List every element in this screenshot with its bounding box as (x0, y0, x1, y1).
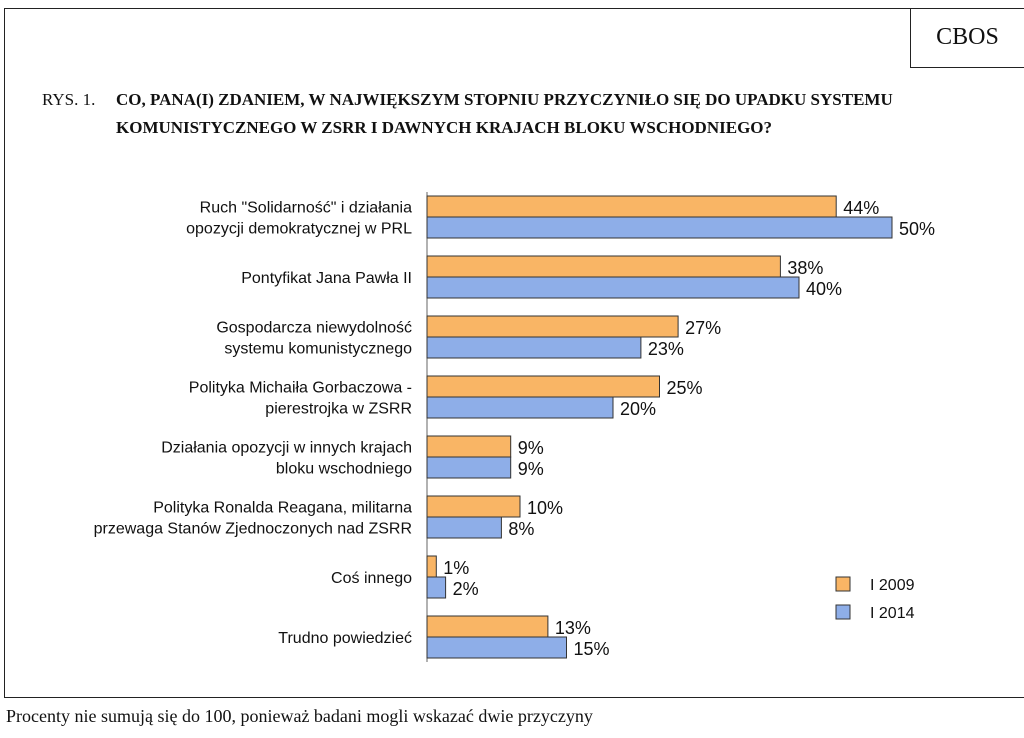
category-label: Pontyfikat Jana Pawła II (241, 270, 412, 287)
chart-frame (4, 8, 1024, 698)
data-label: 27% (685, 318, 721, 338)
category-label: Coś innego (331, 570, 412, 587)
data-label: 23% (648, 339, 684, 359)
bar (426, 636, 567, 659)
data-label: 1% (443, 558, 469, 578)
bar (426, 435, 512, 458)
data-label: 2% (453, 579, 479, 599)
figure-prefix: RYS. 1. (42, 90, 96, 109)
category-label: Polityka Michaiła Gorbaczowa - (189, 380, 412, 397)
bar (426, 216, 893, 239)
category-label: opozycji demokratycznej w PRL (186, 221, 412, 238)
data-label: 20% (620, 399, 656, 419)
bar (426, 516, 502, 539)
bar (426, 576, 447, 599)
data-label: 38% (787, 258, 823, 278)
category-label: systemu komunistycznego (224, 341, 412, 358)
data-label: 13% (555, 618, 591, 638)
bar (426, 615, 549, 638)
bar (426, 375, 660, 398)
bar (426, 276, 800, 299)
category-label: przewaga Stanów Zjednoczonych nad ZSRR (94, 521, 412, 538)
data-label: 40% (806, 279, 842, 299)
category-label: Działania opozycji w innych krajach (161, 440, 412, 457)
source-label: CBOS (910, 8, 1024, 68)
data-label: 44% (843, 198, 879, 218)
data-label: 25% (667, 378, 703, 398)
category-label: Gospodarcza niewydolność (216, 320, 412, 337)
legend-swatch (835, 604, 851, 620)
data-label: 8% (508, 519, 534, 539)
bar (426, 495, 521, 518)
data-label: 9% (518, 438, 544, 458)
legend-label: I 2014 (870, 605, 915, 622)
data-label: 50% (899, 219, 935, 239)
legend-label: I 2009 (870, 577, 915, 594)
category-label: Trudno powiedzieć (278, 630, 412, 647)
bar (426, 336, 642, 359)
legend-swatch (835, 576, 851, 592)
bar (426, 396, 614, 419)
figure-title: CO, PANA(I) ZDANIEM, W NAJWIĘKSZYM STOPN… (116, 90, 893, 137)
data-label: 10% (527, 498, 563, 518)
bar (426, 555, 437, 578)
bar (426, 456, 512, 479)
category-label: Ruch "Solidarność" i działania (200, 200, 412, 217)
data-label: 15% (574, 639, 610, 659)
data-label: 9% (518, 459, 544, 479)
bar (426, 315, 679, 338)
category-label: pierestrojka w ZSRR (265, 401, 412, 418)
footnote: Procenty nie sumują się do 100, ponieważ… (6, 706, 593, 726)
category-label: Polityka Ronalda Reagana, militarna (153, 500, 412, 517)
bar (426, 255, 781, 278)
bar (426, 195, 837, 218)
category-label: bloku wschodniego (276, 461, 412, 478)
